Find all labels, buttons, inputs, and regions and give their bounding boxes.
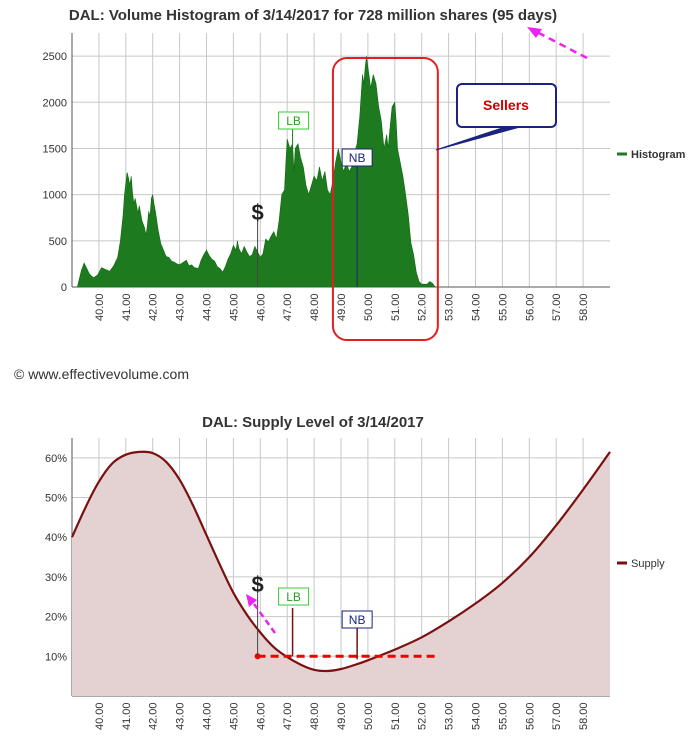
trend-arrow-head <box>246 594 257 607</box>
lb-marker-box <box>278 111 310 130</box>
x-tick-label: 48.00 <box>309 702 321 730</box>
y-tick-label: 40% <box>45 532 67 544</box>
x-tick-label: 43.00 <box>175 702 187 730</box>
x-tick-label: 57.00 <box>551 293 563 321</box>
dollar-marker: $ <box>251 572 263 597</box>
x-tick-label: 56.00 <box>524 293 536 321</box>
x-tick-label: 56.00 <box>524 702 536 730</box>
nb-marker-label: NB <box>349 151 366 165</box>
histogram-area <box>77 56 436 288</box>
y-tick-label: 1500 <box>43 143 67 155</box>
lb-marker-box <box>278 587 310 606</box>
y-tick-label: 10% <box>45 651 67 663</box>
trend-arrow-line <box>252 603 277 634</box>
y-tick-label: 0 <box>61 282 67 294</box>
x-tick-label: 58.00 <box>578 293 590 321</box>
sellers-label: Sellers <box>483 97 529 113</box>
chart-title: DAL: Volume Histogram of 3/14/2017 for 7… <box>69 7 557 24</box>
x-tick-label: 50.00 <box>363 702 375 730</box>
x-tick-label: 53.00 <box>444 702 456 730</box>
x-tick-label: 55.00 <box>497 702 509 730</box>
x-tick-label: 51.00 <box>390 702 402 730</box>
x-tick-label: 44.00 <box>202 702 214 730</box>
x-tick-label: 50.00 <box>363 293 375 321</box>
x-tick-label: 42.00 <box>148 293 160 321</box>
lb-marker-label: LB <box>286 590 301 604</box>
y-tick-label: 60% <box>45 453 67 465</box>
x-tick-label: 57.00 <box>551 702 563 730</box>
nb-marker-box <box>341 148 373 167</box>
y-tick-label: 30% <box>45 572 67 584</box>
x-tick-label: 54.00 <box>471 293 483 321</box>
x-tick-label: 40.00 <box>94 702 106 730</box>
x-tick-label: 55.00 <box>497 293 509 321</box>
supply-area <box>72 451 610 696</box>
x-tick-label: 46.00 <box>255 293 267 321</box>
x-tick-label: 47.00 <box>282 702 294 730</box>
x-tick-label: 41.00 <box>121 702 133 730</box>
x-tick-label: 45.00 <box>228 702 240 730</box>
x-tick-label: 43.00 <box>175 293 187 321</box>
y-tick-label: 1000 <box>43 190 67 202</box>
x-tick-label: 46.00 <box>255 702 267 730</box>
y-tick-label: 2000 <box>43 97 67 109</box>
sellers-zone <box>331 57 439 341</box>
chart-title: DAL: Supply Level of 3/14/2017 <box>202 414 424 431</box>
x-tick-label: 45.00 <box>228 293 240 321</box>
nb-marker-box <box>341 610 373 629</box>
nb-marker-label: NB <box>349 613 366 627</box>
x-tick-label: 51.00 <box>390 293 402 321</box>
trend-arrow-head <box>527 27 542 38</box>
x-tick-label: 54.00 <box>471 702 483 730</box>
sellers-callout-box <box>456 83 557 128</box>
x-tick-label: 53.00 <box>444 293 456 321</box>
supply-level-chart: DAL: Supply Level of 3/14/2017 40.00 41.00… <box>45 414 665 730</box>
volume-histogram-chart: DAL: Volume Histogram of 3/14/2017 for 7… <box>43 7 686 341</box>
x-tick-label: 40.00 <box>94 293 106 321</box>
x-tick-label: 47.00 <box>282 293 294 321</box>
copyright-text[interactable]: © www.effectivevolume.com <box>14 366 190 382</box>
x-tick-label: 44.00 <box>202 293 214 321</box>
supply-line <box>70 450 611 673</box>
x-tick-label: 52.00 <box>417 293 429 321</box>
lb-marker-label: LB <box>286 114 301 128</box>
legend-label: Supply <box>631 558 665 570</box>
y-tick-label: 20% <box>45 612 67 624</box>
x-tick-label: 42.00 <box>148 702 160 730</box>
dollar-marker: $ <box>251 200 263 225</box>
y-tick-label: 2500 <box>43 51 67 63</box>
x-tick-label: 49.00 <box>336 702 348 730</box>
x-tick-label: 48.00 <box>309 293 321 321</box>
y-tick-label: 50% <box>45 493 67 505</box>
x-tick-label: 58.00 <box>578 702 590 730</box>
legend-label: Histogram <box>631 149 686 161</box>
x-tick-label: 49.00 <box>336 293 348 321</box>
x-tick-label: 52.00 <box>417 702 429 730</box>
y-tick-label: 500 <box>49 236 67 248</box>
x-tick-label: 41.00 <box>121 293 133 321</box>
trend-arrow-line <box>534 29 588 60</box>
